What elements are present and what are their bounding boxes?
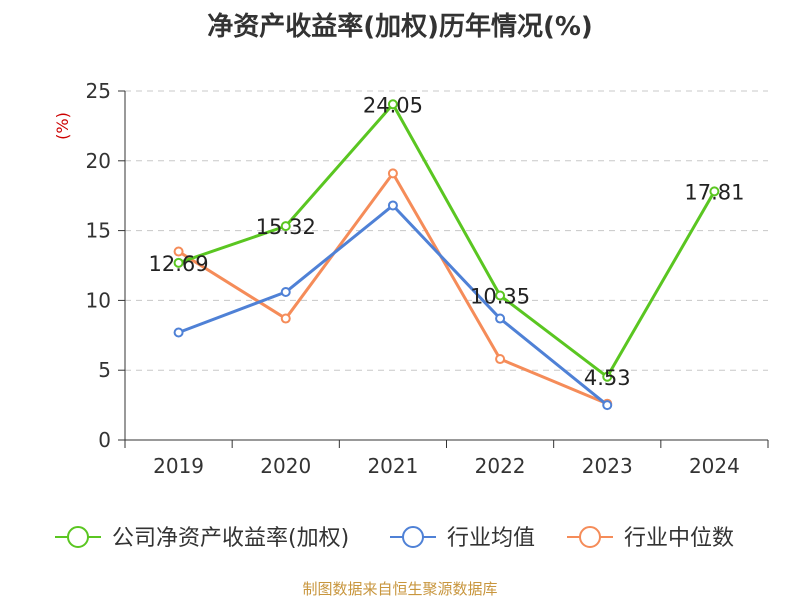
data-point <box>495 313 506 324</box>
data-point <box>387 99 398 110</box>
x-tick-label: 2023 <box>582 454 633 478</box>
data-label: 15.32 <box>256 215 316 239</box>
data-point <box>280 313 291 324</box>
data-point <box>173 257 184 268</box>
data-label: 24.05 <box>363 93 423 117</box>
y-tick-label: 20 <box>86 149 111 173</box>
data-point <box>280 221 291 232</box>
y-tick-label: 25 <box>86 79 111 103</box>
legend: 公司净资产收益率(加权) 行业均值 行业中位数 <box>55 526 734 551</box>
grid-lines <box>125 90 768 371</box>
data-label: 4.53 <box>584 366 631 390</box>
y-tick-labels: 0 5 10 15 20 25 <box>86 79 111 452</box>
data-point <box>387 168 398 179</box>
axes <box>118 90 769 448</box>
data-point <box>173 246 184 257</box>
x-tick-label: 2022 <box>475 454 526 478</box>
data-point <box>173 327 184 338</box>
legend-label: 公司净资产收益率(加权) <box>112 526 349 551</box>
series-lines <box>173 99 720 411</box>
series-line-1 <box>178 203 609 407</box>
y-axis-label: (%) <box>53 112 72 140</box>
legend-label: 行业均值 <box>447 526 535 551</box>
x-tick-label: 2024 <box>689 454 740 478</box>
y-tick-label: 15 <box>86 219 111 243</box>
x-tick-label: 2019 <box>153 454 204 478</box>
series-line-0 <box>178 102 716 379</box>
data-label: 17.81 <box>684 180 744 204</box>
data-labels: 12.69 15.32 24.05 10.35 4.53 17.81 <box>149 93 745 389</box>
legend-marker <box>579 526 601 548</box>
data-point <box>602 371 613 382</box>
data-point <box>602 400 613 411</box>
data-point <box>280 287 291 298</box>
data-label: 10.35 <box>470 285 530 309</box>
data-label: 12.69 <box>149 252 209 276</box>
x-tick-label: 2021 <box>367 454 418 478</box>
legend-marker <box>67 526 89 548</box>
y-tick-label: 5 <box>98 358 111 382</box>
data-point <box>387 200 398 211</box>
y-tick-label: 0 <box>98 428 111 452</box>
x-tick-labels: 2019 2020 2021 2022 2023 2024 <box>153 454 740 478</box>
source-note: 制图数据来自恒生聚源数据库 <box>302 580 498 598</box>
x-tick-label: 2020 <box>260 454 311 478</box>
y-tick-label: 10 <box>86 288 111 312</box>
legend-label: 行业中位数 <box>624 526 734 551</box>
chart-title: 净资产收益率(加权)历年情况(%) <box>207 12 593 42</box>
data-point <box>495 354 506 365</box>
data-point <box>495 290 506 301</box>
legend-marker <box>402 526 424 548</box>
data-point <box>709 186 720 197</box>
